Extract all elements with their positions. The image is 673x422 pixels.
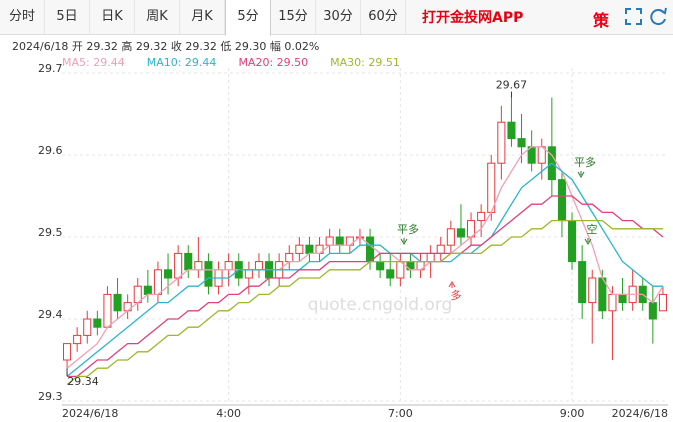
fullscreen-icon[interactable] [625,8,642,25]
period-tab[interactable]: 月K [180,0,225,34]
signal-arrow [400,238,408,245]
candle-body [618,293,627,304]
signal-arrow [584,238,592,245]
candle-body [366,236,375,263]
signal-arrow [577,171,585,178]
watermark: quote.cngold.org [308,295,453,315]
app-link[interactable]: 打开金投网APP [422,10,524,26]
candle-body [608,293,617,312]
period-tabs: 分时 5日 日K 周K 月K 5分 15分 30分 60分 打开金投网APP [0,0,673,36]
candle-body [517,138,526,148]
candle-body [73,334,82,345]
candle-body [295,244,304,254]
candle-body [578,261,587,304]
candle-body [143,285,152,295]
candle-body [658,293,667,312]
legend-entry: MA10: 29.44 [147,56,217,69]
ma-line [66,162,663,377]
candle-body [63,343,72,361]
candle-body [83,318,92,336]
annotation: 29.34 [67,375,99,388]
legend-entry: MA5: 29.44 [62,56,125,69]
candle-body [254,261,263,271]
legend-entry: MA20: 29.50 [238,56,308,69]
trade-signal: 多 [451,288,462,302]
candle-body [174,252,183,279]
candle-body [436,244,445,254]
candle-body [194,261,203,271]
candle-body [305,244,314,254]
candle-body [446,228,455,246]
period-tab[interactable]: 30分 [316,0,361,34]
candle-body [335,236,344,246]
y-tick-label: 29.5 [38,226,63,239]
y-tick-label: 29.4 [38,308,63,321]
candle-body [507,121,516,140]
trade-signal: 平多 [397,222,419,236]
refresh-icon[interactable] [650,7,667,26]
candle-body [557,179,566,222]
candle-body [325,236,334,246]
trade-signal: 空 [587,222,598,236]
candle-body [113,293,122,312]
trade-signal: 平多 [574,155,596,169]
x-tick-label: 2024/6/18 [62,407,118,420]
candle-body [386,269,395,279]
signal-arrow [448,281,456,288]
period-tab[interactable]: 日K [90,0,135,34]
x-tick-label: 4:00 [216,407,241,420]
ma-line [67,195,664,378]
candle-body [376,261,385,271]
period-tab[interactable]: 分时 [0,0,45,34]
y-tick-label: 29.6 [38,144,63,157]
candle-body [497,121,506,164]
period-tab[interactable]: 周K [135,0,180,34]
legend-entry: MA30: 29.51 [330,56,400,69]
ma-line [66,146,664,369]
candle-body [244,269,253,279]
candle-body [164,269,173,279]
ma-line [66,219,663,386]
x-tick-label: 7:00 [388,407,413,420]
strategy-button[interactable]: 策 [593,11,610,30]
info-line: 2024/6/18 开 29.32 高 29.32 收 29.32 低 29.3… [12,39,319,53]
candle-body [285,252,294,263]
candle-body [103,293,112,328]
period-tab[interactable]: 60分 [361,0,406,34]
candle-body [93,318,102,328]
x-tick-label: 2024/6/18 [612,407,668,420]
period-tab[interactable]: 15分 [271,0,316,34]
candle-body [648,302,657,320]
candle-body [224,261,233,271]
candle-body [204,261,213,287]
y-tick-label: 29.7 [38,62,63,75]
period-tab[interactable]: 5分 [225,0,271,36]
x-tick-label: 9:00 [560,407,585,420]
period-tab[interactable]: 5日 [45,0,90,34]
y-tick-label: 29.3 [38,390,63,403]
candle-body [426,252,435,263]
annotation: 29.67 [496,79,528,92]
candle-body [588,277,597,304]
candle-body [477,211,486,222]
candle-body [568,220,577,263]
candle-body [184,252,193,271]
candle-body [153,269,162,295]
candle-body [456,228,465,238]
